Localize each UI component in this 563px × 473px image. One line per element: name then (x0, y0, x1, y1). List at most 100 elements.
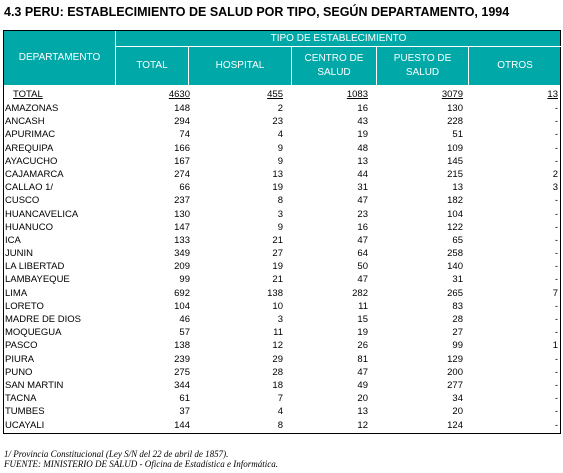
header-otros: OTROS (497, 60, 533, 71)
total-puesto: 3079 (441, 89, 463, 100)
cell-dept: CAJAMARCA (5, 168, 64, 180)
cell-dept: HUANUCO (5, 221, 54, 233)
cell-otros: - (554, 261, 558, 273)
cell-total: 147 (174, 221, 190, 233)
cell-puesto: 215 (447, 168, 463, 180)
cell-puesto: 145 (447, 155, 463, 167)
cell-total: 144 (174, 419, 190, 431)
cell-hospital: 21 (272, 234, 283, 246)
table-row: ICA 133 21 47 65 - (4, 234, 560, 247)
cell-total: 133 (174, 234, 190, 246)
cell-otros: - (554, 300, 558, 312)
cell-total: 66 (179, 182, 190, 194)
cell-dept: AYACUCHO (5, 155, 58, 167)
cell-otros: - (554, 274, 558, 286)
header-total: TOTAL (116, 47, 189, 85)
cell-total: 99 (179, 274, 190, 286)
cell-centro: 47 (357, 366, 368, 378)
table-row: LORETO 104 10 11 83 - (4, 300, 560, 313)
cell-centro: 19 (357, 129, 368, 141)
table-row: AMAZONAS 148 2 16 130 - (4, 102, 560, 115)
cell-centro: 47 (357, 195, 368, 207)
cell-dept: HUANCAVELICA (5, 208, 79, 220)
cell-total: 209 (174, 261, 190, 273)
cell-dept: JUNIN (5, 248, 33, 260)
cell-hospital: 8 (277, 419, 283, 431)
cell-otros: - (554, 379, 558, 391)
table-row: AYACUCHO 167 9 13 145 - (4, 155, 560, 168)
cell-dept: PUNO (5, 366, 33, 378)
cell-centro: 50 (357, 261, 368, 273)
cell-total: 57 (179, 327, 190, 339)
cell-hospital: 3 (277, 208, 283, 220)
cell-dept: LA LIBERTAD (5, 261, 65, 273)
table-row: UCAYALI 144 8 12 124 - (4, 419, 560, 432)
cell-centro: 12 (357, 419, 368, 431)
cell-total: 37 (179, 406, 190, 418)
cell-total: 692 (174, 287, 190, 299)
cell-hospital: 8 (277, 195, 283, 207)
cell-puesto: 200 (447, 366, 463, 378)
cell-otros: - (554, 393, 558, 405)
cell-dept: PASCO (5, 340, 38, 352)
cell-total: 344 (174, 379, 190, 391)
cell-otros: 2 (552, 168, 558, 180)
cell-hospital: 11 (273, 327, 283, 339)
cell-otros: - (554, 208, 558, 220)
cell-otros: - (554, 406, 558, 418)
header-centro-line1: CENTRO DE (304, 53, 364, 64)
table-row: HUANUCO 147 9 16 122 - (4, 221, 560, 234)
cell-hospital: 19 (272, 182, 283, 194)
cell-centro: 19 (357, 327, 368, 339)
cell-dept: AREQUIPA (5, 142, 54, 154)
cell-dept: MADRE DE DIOS (5, 314, 82, 325)
cell-hospital: 3 (277, 314, 283, 325)
cell-total: 130 (174, 208, 190, 220)
cell-total: 349 (174, 248, 190, 260)
table-row: CUSCO 237 8 47 182 - (4, 194, 560, 207)
table-row: APURIMAC 74 4 19 51 - (4, 128, 560, 141)
cell-centro: 31 (357, 182, 368, 194)
cell-centro: 23 (357, 208, 368, 220)
health-establishments-table: DEPARTAMENTO TIPO DE ESTABLECIMIENTO TOT… (3, 30, 561, 434)
cell-puesto: 31 (452, 274, 463, 286)
header-centro-de-salud: CENTRO DE SALUD (292, 47, 377, 85)
cell-centro: 47 (357, 234, 368, 246)
cell-total: 138 (174, 340, 190, 352)
cell-puesto: 83 (452, 300, 463, 312)
cell-dept: MOQUEGUA (5, 327, 62, 339)
table-row: CALLAO 1/66 19 31 13 3 (4, 181, 560, 194)
cell-dept: CALLAO 1/ (5, 182, 54, 194)
cell-hospital: 9 (277, 155, 283, 167)
cell-puesto: 20 (452, 406, 463, 418)
cell-puesto: 129 (447, 353, 463, 365)
cell-centro: 20 (357, 393, 368, 405)
cell-hospital: 12 (272, 340, 283, 352)
cell-total: 294 (174, 116, 190, 128)
cell-puesto: 13 (452, 182, 463, 194)
header-departamento: DEPARTAMENTO (4, 31, 116, 85)
cell-hospital: 4 (277, 406, 283, 418)
cell-total: 239 (174, 353, 190, 365)
cell-centro: 43 (357, 116, 368, 128)
cell-dept: UCAYALI (5, 419, 45, 431)
table-row: ANCASH 294 23 43 228 - (4, 115, 560, 128)
cell-centro: 47 (357, 274, 368, 286)
header-puesto-line1: PUESTO DE (393, 53, 452, 64)
cell-centro: 16 (357, 103, 368, 114)
cell-dept: TACNA (5, 393, 37, 405)
footnote-source: FUENTE: MINISTERIO DE SALUD - Oficina de… (4, 459, 278, 469)
total-otros: 13 (547, 89, 558, 100)
cell-dept: LIMA (5, 287, 28, 299)
cell-hospital: 10 (272, 300, 283, 312)
cell-otros: - (554, 419, 558, 431)
cell-hospital: 9 (277, 142, 283, 154)
cell-dept: LAMBAYEQUE (5, 274, 70, 286)
cell-centro: 64 (357, 248, 368, 260)
table-title: 4.3 PERU: ESTABLECIMIENTO DE SALUD POR T… (4, 5, 510, 19)
cell-dept: LORETO (5, 300, 44, 312)
table-row: LAMBAYEQUE 99 21 47 31 - (4, 273, 560, 286)
cell-hospital: 7 (277, 393, 283, 405)
table-row: MADRE DE DIOS 46 3 15 28 - (4, 313, 560, 326)
cell-puesto: 34 (452, 393, 463, 405)
